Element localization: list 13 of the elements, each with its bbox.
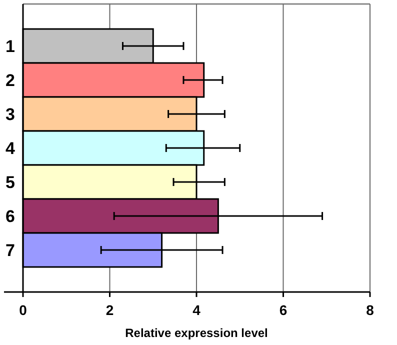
x-axis-title: Relative expression level — [125, 326, 268, 340]
y-tick-label: 2 — [6, 71, 15, 90]
y-tick-label: 7 — [6, 241, 15, 260]
x-tick-label: 4 — [192, 302, 201, 318]
y-tick-label: 6 — [6, 207, 15, 226]
y-tick-label: 5 — [6, 173, 15, 192]
x-tick-label: 6 — [279, 302, 288, 318]
x-tick-label: 0 — [19, 302, 28, 318]
y-tick-label: 3 — [6, 105, 15, 124]
x-tick-label: 8 — [366, 302, 374, 318]
y-tick-label: 4 — [6, 139, 16, 158]
x-tick-label: 2 — [106, 302, 114, 318]
y-tick-label: 1 — [6, 37, 15, 56]
